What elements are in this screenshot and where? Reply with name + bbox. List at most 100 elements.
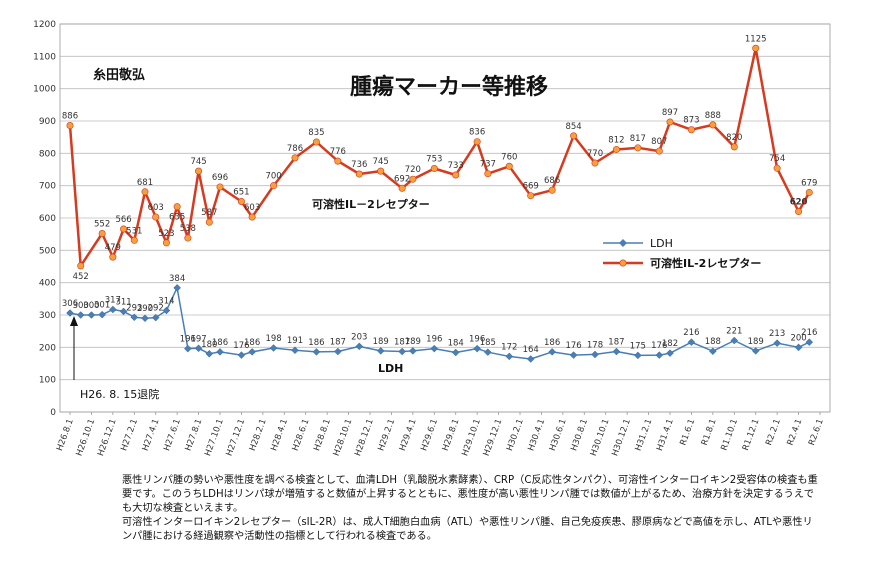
ldh-data-label: 172 (501, 342, 517, 352)
ldh-data-label: 301 (94, 301, 110, 311)
sil2r-data-label: 452 (73, 272, 89, 282)
ldh-point (569, 351, 578, 359)
ldh-data-label: 164 (523, 345, 539, 355)
ldh-data-label: 175 (630, 341, 646, 351)
ldh-data-label: 293 (126, 303, 142, 313)
sil2r-point (377, 167, 385, 175)
sil2r-data-label: 587 (201, 208, 217, 218)
legend: LDH 可溶性IL-2レセプター (603, 237, 761, 270)
ldh-data-label: 187 (394, 338, 410, 348)
ldh-data-label: 197 (190, 334, 206, 344)
ldh-data-label: 184 (448, 339, 464, 349)
ldh-data-label: 187 (330, 338, 346, 348)
ldh-point (526, 355, 535, 363)
ldh-point (430, 344, 439, 353)
sil2r-point (752, 44, 760, 52)
sil2r-point (709, 121, 717, 129)
ldh-data-label: 300 (83, 301, 99, 311)
sil2r-point (773, 164, 781, 172)
ldh-data-label: 176 (651, 341, 667, 351)
ldh-data-label: 198 (265, 334, 281, 344)
ldh-data-label: 196 (426, 335, 442, 345)
sil2r-data-label: 700 (265, 172, 281, 182)
ldh-point (709, 347, 717, 355)
chart-background (0, 0, 874, 460)
y-tick-label: 1100 (33, 52, 56, 62)
sil2r-data-label: 692 (394, 174, 410, 184)
ldh-data-label: 311 (115, 297, 131, 307)
y-tick-label: 900 (39, 117, 56, 127)
caption-paragraph-ldh: 悪性リンパ腫の勢いや悪性度を調べる検査として、血清LDH（乳酸脱水素酵素）、CR… (122, 475, 818, 514)
ldh-point (612, 347, 621, 356)
ldh-point (173, 284, 181, 292)
sil2r-data-label: 720 (405, 165, 421, 175)
y-tick-label: 300 (39, 311, 56, 321)
sil2r-point (355, 170, 363, 178)
ldh-point (216, 348, 224, 356)
sil2r-data-label: 770 (587, 149, 603, 159)
data-labels: 3063003003013173112932902923143841961971… (62, 34, 818, 355)
sil2r-data-label: 651 (233, 188, 249, 198)
series-layer (66, 44, 814, 363)
ldh-data-label: 314 (158, 296, 174, 306)
sil2r-point (655, 147, 663, 155)
sil2r-point (666, 118, 674, 126)
sil2r-point (77, 262, 85, 270)
ldh-data-label: 203 (351, 332, 367, 342)
sil2r-point (795, 208, 803, 216)
ldh-point (805, 338, 814, 346)
ldh-data-label: 178 (587, 340, 603, 350)
ldh-data-label: 182 (662, 339, 678, 349)
caption: 悪性リンパ腫の勢いや悪性度を調べる検査として、血清LDH（乳酸脱水素酵素）、CR… (122, 474, 822, 544)
ldh-data-label: 176 (233, 341, 249, 351)
ldh-point (205, 350, 214, 358)
ldh-point (194, 344, 203, 353)
ldh-data-label: 189 (748, 337, 764, 347)
annotation-arrow-head (70, 316, 78, 326)
ldh-point (505, 352, 514, 361)
ldh-data-label: 186 (308, 338, 324, 348)
ldh-point (119, 307, 128, 316)
ldh-data-label: 306 (62, 299, 78, 309)
sil2r-point (237, 198, 245, 206)
ldh-point (591, 350, 599, 359)
sil2r-data-label: 479 (105, 243, 121, 253)
sil2r-point (334, 157, 342, 165)
chart-title: 腫瘍マーカー等推移 (350, 74, 548, 100)
sil2r-point (270, 182, 278, 190)
sil2r-point (570, 132, 578, 140)
ldh-data-label: 189 (405, 337, 421, 347)
ldh-data-label: 180 (201, 340, 217, 350)
sil2r-data-label: 886 (62, 112, 78, 122)
ldh-point (162, 306, 171, 315)
ldh-point (398, 347, 406, 356)
ldh-line-label: LDH (378, 362, 403, 375)
ldh-data-label: 196 (180, 335, 196, 345)
sil2r-data-label: 566 (115, 215, 131, 225)
ldh-data-label: 384 (169, 274, 185, 284)
ldh-point (634, 351, 642, 360)
ldh-data-label: 221 (726, 327, 742, 337)
sil2r-point (473, 138, 481, 146)
ldh-data-label: 189 (373, 337, 389, 347)
y-tick-label: 1200 (33, 20, 56, 30)
ldh-point (151, 313, 160, 322)
sil2r-data-label: 754 (769, 154, 785, 164)
sil2r-point (109, 253, 117, 261)
sil2r-point (591, 159, 599, 167)
ldh-point (794, 343, 803, 352)
sil2r-data-label: 836 (469, 128, 485, 138)
y-tick-label: 100 (39, 376, 56, 386)
sil2r-data-label: 603 (244, 203, 260, 213)
sil2r-point (66, 122, 74, 130)
sil2r-data-label: 1125 (745, 34, 767, 44)
legend-ldh-marker (619, 239, 627, 247)
ldh-point (312, 348, 321, 356)
plot-area (59, 23, 831, 413)
sil2r-data-label: 786 (287, 144, 303, 154)
ldh-point (773, 339, 781, 347)
y-tick-label: 1000 (33, 85, 56, 95)
caption-paragraph-sil2r: 可溶性インターロイキン2レセプター（sIL-2R）は、成人T細胞白血病（ATL）… (122, 517, 813, 542)
sil2r-point (98, 230, 106, 238)
sil2r-point (687, 126, 695, 134)
